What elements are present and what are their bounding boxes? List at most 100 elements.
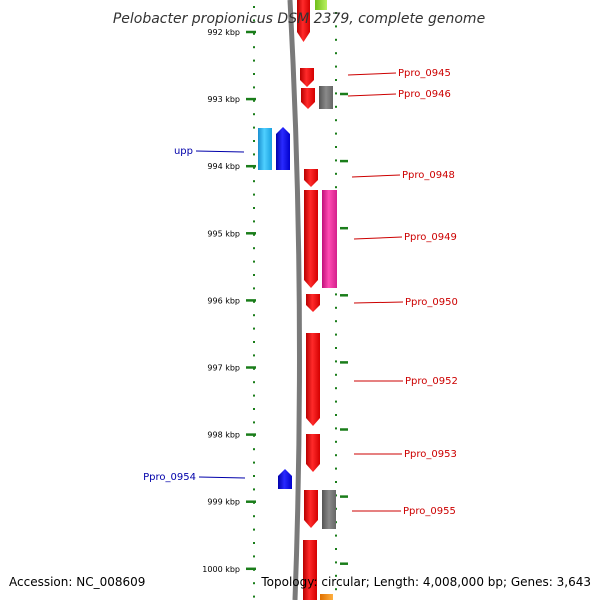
kbp-label: 995 kbp — [207, 229, 240, 238]
kbp-label: 998 kbp — [207, 431, 240, 440]
gene-ppro-0945[interactable] — [300, 68, 314, 87]
leader-line — [198, 476, 246, 479]
gene-ppro-0948[interactable] — [304, 169, 318, 187]
minor-tick — [253, 528, 255, 531]
gene-label-ppro-0953[interactable]: Ppro_0953 — [404, 449, 457, 460]
minor-tick — [335, 186, 337, 189]
gene-ppro-0955-neighbor[interactable] — [322, 490, 336, 529]
kbp-label: 996 kbp — [207, 296, 240, 305]
gene-ppro-0953[interactable] — [306, 434, 320, 472]
gene-bottom-red[interactable] — [303, 540, 317, 600]
gene-label-ppro-0952[interactable]: Ppro_0952 — [405, 376, 458, 387]
gene-ppro-0952[interactable] — [306, 333, 320, 426]
minor-tick — [335, 65, 337, 68]
gene-ppro-0954[interactable] — [278, 469, 292, 489]
gene-label-ppro-0950[interactable]: Ppro_0950 — [405, 297, 458, 308]
minor-tick — [335, 588, 337, 591]
gene-ppro-0946-neighbor[interactable] — [319, 86, 333, 109]
gene-ppro-0950[interactable] — [306, 294, 320, 312]
minor-tick — [253, 300, 255, 303]
minor-tick — [335, 427, 337, 430]
minor-tick — [253, 367, 255, 370]
minor-tick — [335, 38, 337, 41]
minor-tick — [253, 193, 255, 196]
minor-tick — [335, 454, 337, 457]
kbp-label: 1000 kbp — [202, 565, 240, 574]
minor-tick — [335, 414, 337, 416]
gene-block-top-red — [297, 0, 310, 32]
gene-upp-cyan[interactable] — [258, 128, 272, 170]
minor-tick — [335, 52, 337, 55]
kbp-label: 994 kbp — [207, 162, 240, 171]
gene-label-ppro-0948[interactable]: Ppro_0948 — [402, 170, 455, 181]
minor-tick — [335, 373, 337, 376]
leader-line — [195, 150, 245, 153]
gene-ppro-0949[interactable] — [322, 190, 337, 288]
kbp-label: 992 kbp — [207, 28, 240, 37]
minor-tick — [253, 207, 255, 209]
minor-tick — [253, 394, 255, 397]
leader-line — [347, 93, 397, 97]
minor-tick — [253, 354, 255, 357]
gene-label-ppro-0954[interactable]: Ppro_0954 — [143, 472, 196, 483]
minor-tick — [335, 79, 337, 81]
gene-label-ppro-0955[interactable]: Ppro_0955 — [403, 506, 456, 517]
minor-tick — [335, 360, 337, 363]
genome-backbone — [287, 0, 302, 600]
gene-upp[interactable] — [276, 127, 290, 170]
minor-tick — [253, 542, 255, 544]
minor-tick — [253, 274, 255, 276]
accession-text: Accession: NC_008609 — [9, 575, 145, 589]
minor-tick — [253, 99, 255, 102]
kbp-label: 999 kbp — [207, 498, 240, 507]
gene-ppro-0946[interactable] — [301, 88, 315, 109]
gene-label-ppro-0949[interactable]: Ppro_0949 — [404, 232, 457, 243]
minor-tick — [335, 320, 337, 323]
minor-tick — [335, 347, 337, 349]
minor-tick — [335, 481, 337, 483]
minor-tick — [253, 287, 255, 290]
gene-ppro-0949-red[interactable] — [304, 190, 318, 288]
gene-label-ppro-0946[interactable]: Ppro_0946 — [398, 89, 451, 100]
minor-tick — [253, 381, 255, 384]
map-title: Pelobacter propionicus DSM 2379, complet… — [113, 11, 485, 27]
minor-tick — [253, 595, 255, 598]
minor-tick — [335, 146, 337, 148]
minor-tick — [253, 461, 255, 464]
minor-tick — [253, 421, 255, 424]
forward-strand-genes — [300, 68, 337, 600]
minor-tick — [335, 400, 337, 403]
gene-label-ppro-0945[interactable]: Ppro_0945 — [398, 68, 451, 79]
minor-tick — [335, 306, 337, 309]
minor-tick — [335, 440, 337, 443]
reverse-strand-genes — [258, 127, 292, 489]
leader-line — [353, 301, 404, 304]
minor-tick — [335, 119, 337, 122]
genome-summary-text: Topology: circular; Length: 4,008,000 bp… — [260, 575, 591, 589]
minor-tick — [253, 233, 255, 236]
minor-tick — [253, 341, 255, 343]
minor-tick — [253, 153, 255, 156]
minor-tick — [335, 92, 337, 95]
minor-tick — [253, 180, 255, 183]
minor-tick — [253, 73, 255, 75]
minor-tick — [253, 220, 255, 223]
minor-tick — [253, 46, 255, 49]
kbp-scale: 992 kbp 993 kbp 994 kbp 995 kbp 996 kbp 997 k… — [202, 28, 348, 574]
minor-tick — [253, 113, 255, 116]
minor-tick — [253, 59, 255, 62]
gene-label-leaders — [195, 72, 404, 512]
leader-line — [351, 174, 401, 178]
minor-tick — [253, 86, 255, 89]
minor-tick — [335, 25, 337, 28]
left-minor-ticks — [253, 6, 255, 598]
minor-tick — [335, 12, 337, 14]
minor-tick — [335, 333, 337, 336]
gene-ppro-0955[interactable] — [304, 490, 318, 528]
gene-label-upp[interactable]: upp — [174, 146, 193, 157]
minor-tick — [253, 515, 255, 518]
gene-bottom-orange[interactable] — [320, 594, 333, 600]
minor-tick — [253, 327, 255, 330]
